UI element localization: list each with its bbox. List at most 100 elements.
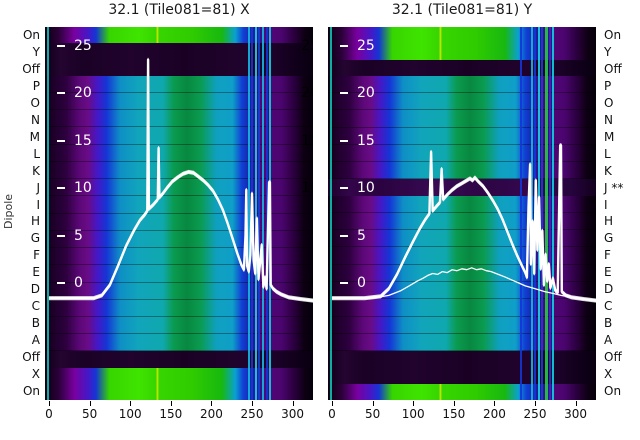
heatmap-panel-y: 25 20 15 10 5 0 (328, 27, 596, 400)
heatmap-row-f (328, 247, 596, 265)
y-tick-right-edge: 15 (301, 132, 313, 149)
heatmap-panel-x: 25 20 15 10 5 0 25 20 15 10 5 0 (45, 27, 313, 400)
dipole-label-right-g: G (604, 231, 614, 246)
dipole-label-right-b: B (604, 316, 613, 331)
dipole-label-right-on: On (604, 384, 622, 399)
y-tick-right-edge: 20 (301, 85, 313, 101)
y-tick-value: 25 (74, 37, 92, 54)
dipole-label-left-i: I (36, 197, 40, 212)
rfi-stripe (329, 27, 332, 400)
dipole-spectra-bundle (49, 58, 313, 302)
x-tick-label: 200 (482, 407, 506, 421)
rfi-stripe (519, 27, 522, 400)
dipole-spectra-bundle (332, 143, 596, 300)
y-tick-inner: 10 (57, 180, 92, 196)
y-tick-right-edge: 25 (301, 37, 313, 54)
dipole-label-left-off: Off (22, 350, 40, 365)
heatmap-row-on (45, 383, 313, 400)
x-tick-mark (170, 401, 172, 406)
heatmap-row-c (328, 299, 596, 317)
heatmap-row-off (328, 351, 596, 368)
heatmap-row-off (328, 59, 596, 76)
dipole-label-right-y: Y (604, 44, 612, 59)
x-tick-mark (413, 401, 415, 406)
dipole-label-right-p: P (604, 78, 612, 93)
x-tick-mark (211, 401, 213, 406)
y-tick-inner: 0 (57, 275, 83, 291)
heatmap-row-on (328, 27, 596, 44)
flagged-dipole-spectrum (332, 267, 596, 301)
y-tick-value: 0 (357, 275, 366, 291)
x-tick-label: 0 (45, 407, 53, 421)
rfi-stripe (548, 27, 551, 400)
x-tick-label: 50 (81, 407, 98, 421)
tick-dash (57, 44, 65, 47)
rfi-stripe (541, 27, 544, 400)
y-tick-value: 15 (74, 132, 92, 149)
rfi-stripe (552, 27, 555, 400)
dipole-label-left-o: O (30, 95, 40, 110)
x-tick-mark (49, 401, 50, 406)
dipole-spectra-bundle (332, 144, 596, 302)
x-tick-mark (372, 401, 374, 406)
x-tick-mark (130, 401, 132, 406)
x-tick-label: 250 (523, 407, 547, 421)
x-tick-label: 100 (118, 407, 142, 421)
rfi-stripe (261, 27, 264, 400)
dipole-label-right-on: On (604, 27, 622, 42)
x-tick-mark (332, 401, 333, 406)
heatmap-row-p (328, 75, 596, 94)
dipole-label-left-p: P (32, 78, 40, 93)
panel-x-title: 32.1 (Tile081=81) X (108, 2, 250, 18)
x-tick-mark (535, 401, 536, 406)
heatmap-row-on (328, 383, 596, 400)
x-tick-label: 0 (328, 407, 336, 421)
heatmap-row-d (328, 281, 596, 300)
y-tick-value: 20 (357, 85, 375, 101)
dipole-label-left-k: K (32, 163, 40, 178)
dipole-label-right-k: K (604, 163, 612, 178)
tick-dash (340, 282, 348, 284)
dipole-label-left-h: H (30, 214, 40, 229)
tick-dash (57, 282, 65, 284)
dipole-label-left-a: A (31, 333, 40, 348)
x-tick-mark (252, 401, 253, 406)
x-tick-label: 250 (240, 407, 264, 421)
heatmap-row-d (45, 282, 313, 300)
y-tick-inner: 10 (340, 180, 375, 196)
rfi-stripe (530, 27, 533, 400)
heatmap-row-n (328, 110, 596, 128)
y-tick-inner: 20 (57, 85, 92, 101)
x-tick-mark (575, 401, 577, 406)
spectra-overlay (332, 143, 596, 303)
tick-dash (57, 187, 65, 189)
heatmap-row-m (328, 127, 596, 145)
dipole-spectra-bundle (332, 146, 596, 303)
dipole-label-left-f: F (33, 248, 40, 263)
dipole-label-right-o: O (604, 95, 614, 110)
rfi-stripe (46, 27, 49, 400)
y-tick-right-edge: 5 (289, 228, 313, 244)
tick-dash (340, 187, 348, 189)
dipole-label-right-n: N (604, 112, 613, 127)
rfi-stripe (258, 27, 261, 400)
y-tick-value: 15 (357, 132, 375, 149)
x-tick-mark (292, 401, 294, 406)
heatmap-row-x (45, 367, 313, 384)
dipole-label-left-off: Off (22, 61, 40, 76)
dipole-label-left-x: X (31, 367, 40, 382)
dipole-label-left-g: G (30, 231, 40, 246)
dipole-label-left-d: D (30, 282, 40, 297)
dipole-label-left-y: Y (32, 44, 40, 59)
dipole-label-left-c: C (31, 299, 40, 314)
rfi-stripe (247, 27, 250, 400)
x-tick-label: 150 (442, 407, 466, 421)
dipole-label-right-off: Off (604, 61, 622, 76)
heatmap-row-b (328, 316, 596, 334)
heatmap-row-x (328, 367, 596, 384)
heatmap-rows (328, 27, 596, 400)
y-tick-inner: 20 (340, 85, 375, 101)
heatmap-row-b (45, 316, 313, 335)
y-tick-value: 5 (74, 227, 83, 244)
